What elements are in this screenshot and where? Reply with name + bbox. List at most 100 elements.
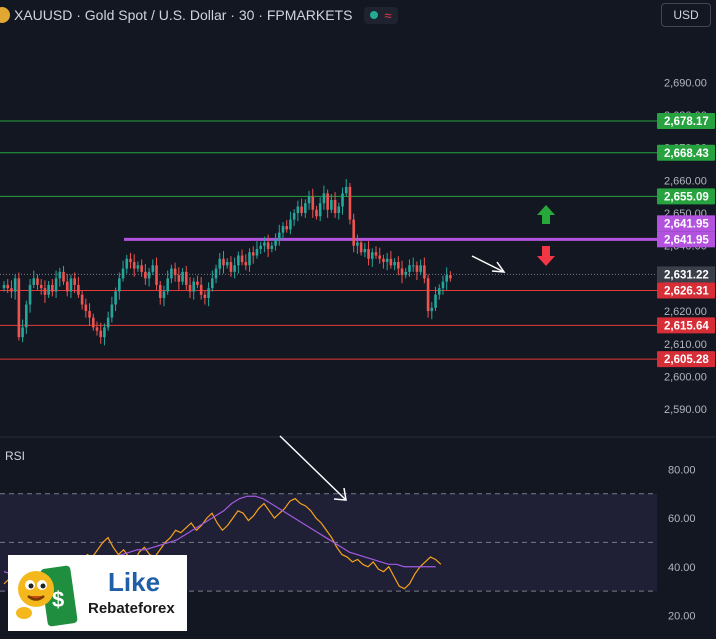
candle-body: [21, 327, 24, 338]
candle-body: [326, 193, 329, 210]
candle-body: [344, 186, 348, 194]
candle-body: [356, 242, 359, 246]
chart-title[interactable]: XAUUSD · Gold Spot / U.S. Dollar · 30 · …: [14, 7, 353, 23]
candle-body: [158, 284, 162, 298]
candle-body: [136, 265, 140, 269]
candle-body: [166, 278, 169, 292]
candle-body: [51, 284, 54, 292]
level-price-label-bg: [657, 144, 715, 161]
candle-body: [6, 284, 10, 289]
currency-selector[interactable]: USD: [661, 3, 711, 27]
candle-body: [36, 278, 39, 285]
candle-body: [348, 186, 352, 220]
candle-body: [88, 311, 91, 318]
rsi-tick-label: 20.00: [668, 610, 696, 622]
rsi-divergence-arrow-icon: [279, 435, 347, 501]
candle-body: [374, 252, 378, 256]
candle-body: [244, 262, 248, 266]
candle-body: [225, 262, 229, 266]
candle-body: [144, 271, 147, 279]
level-price-label: 2,615.64: [664, 320, 709, 332]
candle-body: [118, 278, 121, 292]
price-tick-label: 2,660.00: [664, 175, 707, 187]
candle-body: [203, 294, 207, 298]
like-rebateforex-logo: $ Like Rebateforex: [8, 555, 187, 631]
candle-body: [370, 252, 374, 259]
candle-body: [25, 304, 28, 328]
current-price-label: 2,631.22: [664, 269, 709, 281]
candle-body: [437, 288, 441, 295]
candle-body: [251, 252, 255, 256]
candle-body: [73, 278, 76, 285]
candle-body: [281, 226, 285, 233]
candle-body: [199, 284, 203, 295]
candle-body: [129, 258, 132, 263]
candle-body: [132, 262, 136, 269]
price-tick-label: 2,690.00: [664, 77, 707, 89]
candle-body: [106, 317, 110, 328]
candle-body: [378, 255, 382, 259]
mascot-icon: $: [16, 565, 78, 627]
candle-body: [423, 265, 426, 279]
candle-body: [434, 294, 437, 308]
candle-body: [196, 281, 199, 285]
candle-body: [318, 203, 322, 217]
candle-body: [296, 206, 300, 214]
candle-body: [263, 242, 266, 246]
candle-body: [289, 219, 292, 230]
candle-body: [397, 262, 400, 269]
candle-body: [359, 242, 363, 253]
chart-title-bar: XAUUSD · Gold Spot / U.S. Dollar · 30 · …: [0, 0, 398, 30]
arrow-up-icon: [537, 205, 555, 224]
candle-body: [214, 268, 218, 279]
logo-rebateforex-text: Rebateforex: [88, 600, 175, 617]
candle-body: [114, 291, 117, 305]
candle-body: [266, 242, 270, 249]
candle-body: [184, 271, 188, 285]
pivot-label: 2,641.95: [664, 234, 709, 246]
candle-body: [39, 284, 43, 289]
price-tick-label: 2,620.00: [664, 306, 707, 318]
rsi-tick-label: 40.00: [668, 562, 696, 574]
candle-body: [233, 265, 236, 272]
candle-body: [181, 271, 184, 282]
level-price-label-bg: [657, 351, 715, 368]
candle-body: [300, 206, 303, 214]
price-tick-label: 2,590.00: [664, 404, 707, 416]
candle-body: [426, 278, 430, 312]
candle-body: [415, 265, 419, 272]
current-price-label-bg: [657, 266, 715, 283]
candle-body: [32, 278, 36, 285]
candle-body: [229, 262, 233, 272]
rsi-tick-label: 80.00: [668, 464, 696, 476]
candle-body: [393, 262, 396, 266]
candle-body: [445, 275, 448, 282]
candle-body: [449, 275, 452, 279]
level-price-label-bg: [657, 188, 715, 205]
gold-symbol-icon: [0, 7, 10, 23]
level-price-label-bg: [657, 282, 715, 299]
rsi-label[interactable]: RSI: [5, 449, 26, 463]
candle-body: [110, 304, 114, 318]
candle-body: [352, 219, 355, 246]
candle-body: [419, 265, 422, 272]
candle-body: [121, 268, 125, 279]
rsi-tick-label: 60.00: [668, 513, 696, 525]
pivot-label-bg: [657, 215, 715, 232]
candle-body: [277, 232, 281, 240]
candle-body: [47, 284, 50, 295]
candle-body: [147, 271, 151, 279]
svg-text:$: $: [52, 587, 64, 612]
candle-body: [17, 278, 21, 338]
level-price-label: 2,626.31: [664, 285, 709, 297]
candle-body: [162, 291, 166, 298]
candle-body: [170, 268, 173, 279]
candle-body: [307, 196, 311, 204]
candle-body: [28, 284, 32, 305]
level-price-label: 2,655.09: [664, 191, 709, 203]
market-status[interactable]: ≈: [364, 6, 398, 24]
candle-body: [140, 265, 143, 272]
candle-body: [304, 203, 307, 214]
candle-body: [10, 288, 13, 292]
